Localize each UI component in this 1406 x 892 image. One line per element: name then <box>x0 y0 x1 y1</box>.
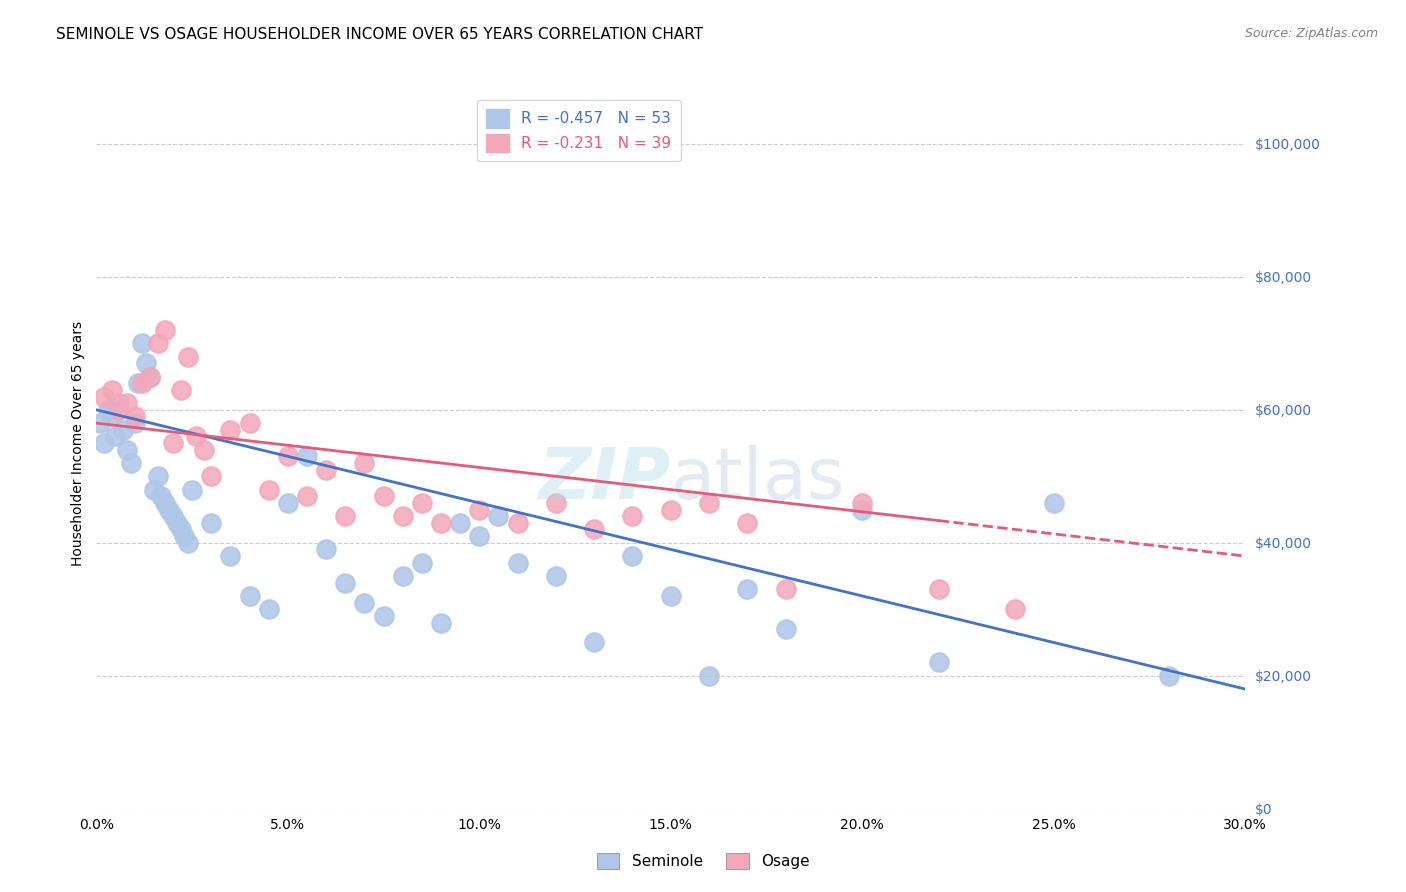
Point <box>166 516 188 530</box>
Point <box>295 450 318 464</box>
Point <box>124 416 146 430</box>
Point <box>295 489 318 503</box>
Point <box>928 656 950 670</box>
Point <box>200 516 222 530</box>
Legend: Seminole, Osage: Seminole, Osage <box>591 847 815 875</box>
Point <box>193 442 215 457</box>
Point <box>353 456 375 470</box>
Point <box>146 469 169 483</box>
Point <box>89 416 111 430</box>
Point <box>315 542 337 557</box>
Point <box>544 569 567 583</box>
Point <box>115 396 138 410</box>
Point <box>177 535 200 549</box>
Point <box>353 596 375 610</box>
Point <box>108 396 131 410</box>
Point <box>257 483 280 497</box>
Point <box>373 489 395 503</box>
Point <box>238 416 260 430</box>
Point <box>1004 602 1026 616</box>
Point <box>468 502 491 516</box>
Point <box>506 556 529 570</box>
Point <box>583 635 606 649</box>
Text: Source: ZipAtlas.com: Source: ZipAtlas.com <box>1244 27 1378 40</box>
Point <box>411 556 433 570</box>
Point <box>124 409 146 424</box>
Point <box>697 496 720 510</box>
Point <box>928 582 950 597</box>
Point <box>544 496 567 510</box>
Point <box>131 376 153 391</box>
Point <box>100 383 122 397</box>
Point <box>583 523 606 537</box>
Point <box>135 356 157 370</box>
Point <box>93 390 115 404</box>
Point <box>659 589 682 603</box>
Point <box>150 489 173 503</box>
Point <box>169 383 191 397</box>
Point <box>775 622 797 636</box>
Point <box>162 509 184 524</box>
Point <box>169 523 191 537</box>
Point <box>157 502 180 516</box>
Point <box>146 336 169 351</box>
Point <box>315 463 337 477</box>
Point <box>257 602 280 616</box>
Point <box>430 516 453 530</box>
Point <box>131 336 153 351</box>
Point <box>506 516 529 530</box>
Point <box>449 516 471 530</box>
Point <box>155 323 177 337</box>
Point <box>142 483 165 497</box>
Point <box>139 369 162 384</box>
Point <box>486 509 509 524</box>
Text: ZIP: ZIP <box>538 445 671 514</box>
Point <box>139 369 162 384</box>
Point <box>1042 496 1064 510</box>
Point <box>411 496 433 510</box>
Point <box>697 669 720 683</box>
Point <box>659 502 682 516</box>
Point <box>277 496 299 510</box>
Text: SEMINOLE VS OSAGE HOUSEHOLDER INCOME OVER 65 YEARS CORRELATION CHART: SEMINOLE VS OSAGE HOUSEHOLDER INCOME OVE… <box>56 27 703 42</box>
Point <box>335 509 357 524</box>
Point <box>108 402 131 417</box>
Point <box>112 423 135 437</box>
Point <box>775 582 797 597</box>
Point <box>277 450 299 464</box>
Point <box>430 615 453 630</box>
Point <box>184 429 207 443</box>
Point <box>851 502 873 516</box>
Point <box>115 442 138 457</box>
Point <box>621 509 644 524</box>
Point <box>373 608 395 623</box>
Point <box>621 549 644 563</box>
Point <box>97 402 120 417</box>
Point <box>1157 669 1180 683</box>
Point <box>181 483 204 497</box>
Point <box>219 423 242 437</box>
Point <box>127 376 149 391</box>
Point <box>391 509 413 524</box>
Legend: R = -0.457   N = 53, R = -0.231   N = 39: R = -0.457 N = 53, R = -0.231 N = 39 <box>477 100 681 161</box>
Point <box>104 429 127 443</box>
Point <box>219 549 242 563</box>
Point <box>100 409 122 424</box>
Point <box>238 589 260 603</box>
Point <box>335 575 357 590</box>
Point <box>391 569 413 583</box>
Point <box>173 529 195 543</box>
Point <box>93 436 115 450</box>
Text: atlas: atlas <box>671 445 845 514</box>
Point <box>177 350 200 364</box>
Point <box>200 469 222 483</box>
Point <box>468 529 491 543</box>
Point <box>155 496 177 510</box>
Y-axis label: Householder Income Over 65 years: Householder Income Over 65 years <box>72 320 86 566</box>
Point <box>120 456 142 470</box>
Point <box>162 436 184 450</box>
Point <box>851 496 873 510</box>
Point <box>737 516 759 530</box>
Point <box>737 582 759 597</box>
